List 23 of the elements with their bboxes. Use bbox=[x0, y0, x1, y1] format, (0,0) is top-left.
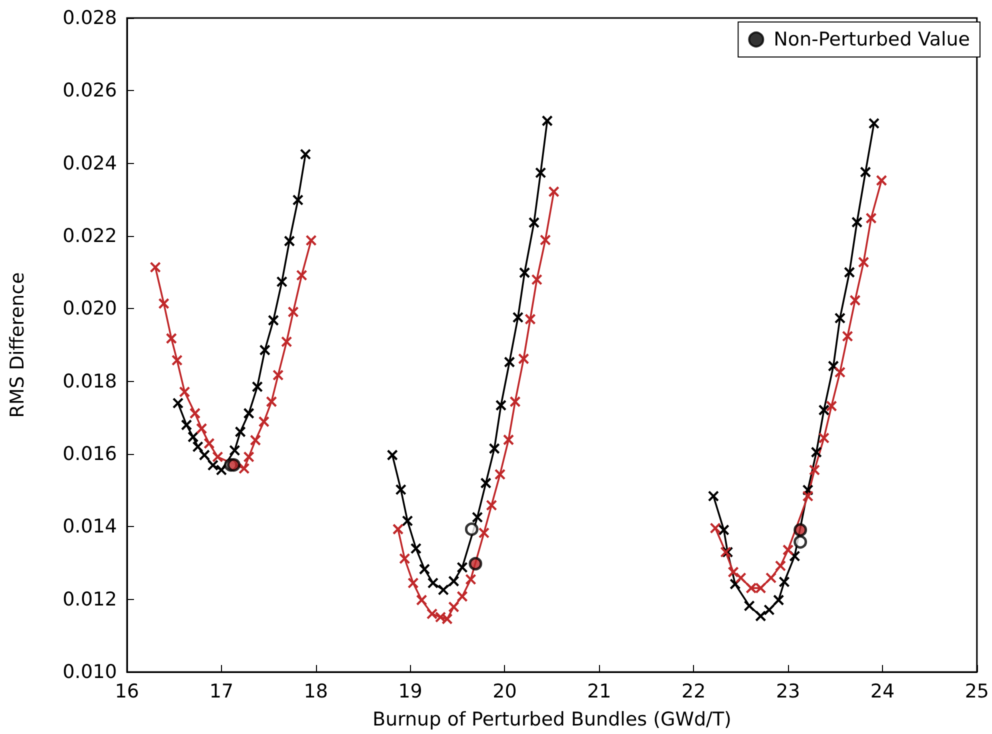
y-tick-label: 0.014 bbox=[62, 516, 117, 538]
legend-label: Non-Perturbed Value bbox=[774, 28, 970, 50]
x-tick-label: 24 bbox=[870, 680, 895, 702]
x-tick-label: 17 bbox=[209, 680, 234, 702]
x-tick-label: 18 bbox=[304, 680, 328, 702]
x-tick-label: 25 bbox=[964, 680, 990, 702]
y-tick-label: 0.012 bbox=[62, 588, 117, 610]
y-tick-label: 0.018 bbox=[62, 370, 117, 392]
y-tick-label: 0.024 bbox=[62, 152, 117, 174]
y-tick-label: 0.020 bbox=[62, 298, 117, 320]
x-tick-label: 23 bbox=[776, 680, 800, 702]
x-tick-label: 20 bbox=[492, 680, 517, 702]
y-axis-title: RMS Difference bbox=[6, 272, 28, 418]
y-tick-label: 0.016 bbox=[62, 443, 117, 465]
x-tick-label: 19 bbox=[398, 680, 422, 702]
x-tick-label: 21 bbox=[587, 680, 612, 702]
x-tick-label: 22 bbox=[682, 680, 706, 702]
y-tick-label: 0.022 bbox=[62, 225, 117, 247]
y-tick-label: 0.026 bbox=[62, 80, 117, 102]
x-tick-label: 16 bbox=[114, 680, 140, 702]
y-tick-label: 0.010 bbox=[62, 661, 117, 683]
x-axis-title: Burnup of Perturbed Bundles (GWd/T) bbox=[372, 708, 732, 730]
y-tick-label: 0.028 bbox=[62, 7, 117, 29]
